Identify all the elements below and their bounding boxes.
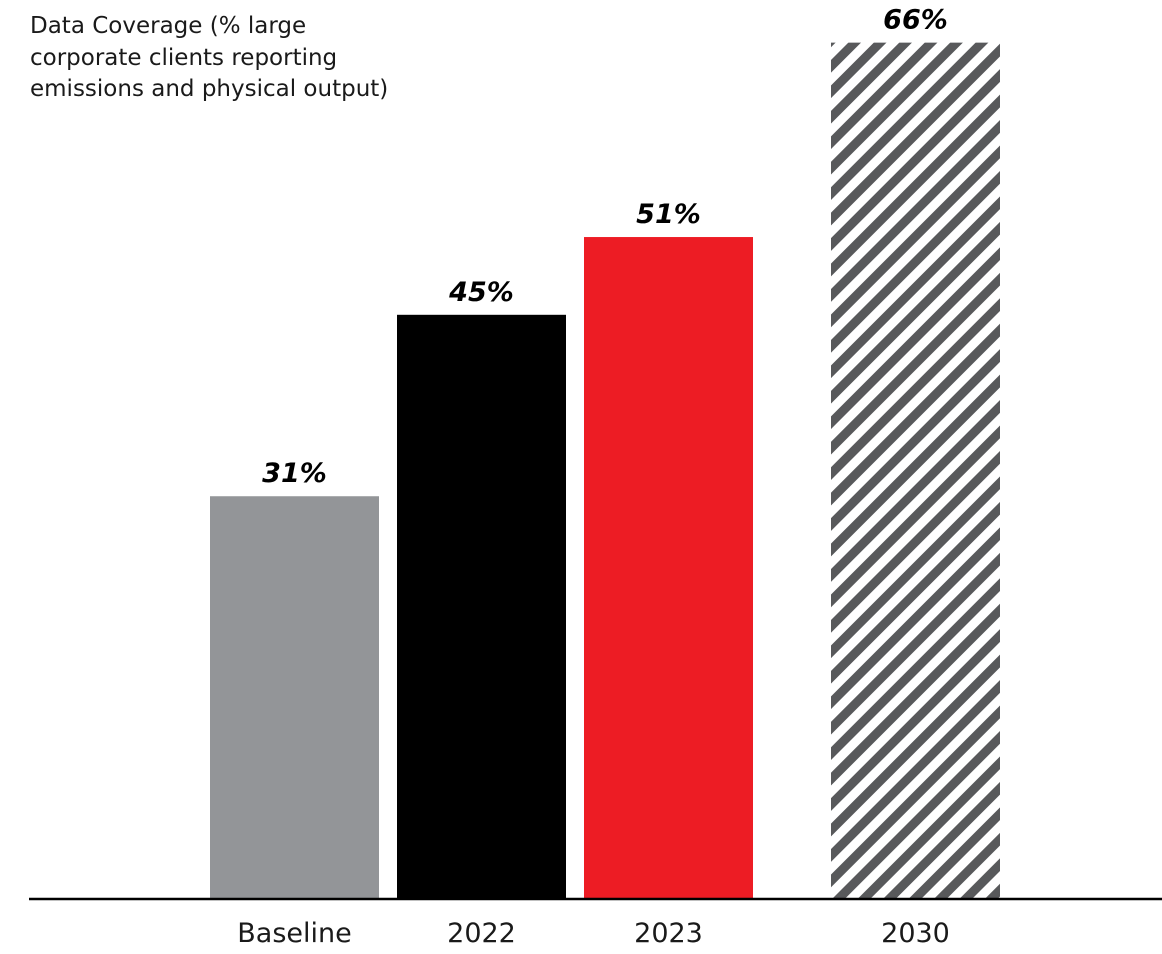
value-label-2023: 51% [636,199,701,230]
bar-2022 [397,314,566,898]
value-label-2022: 45% [448,277,514,308]
value-label-2030: 66% [883,5,948,36]
value-label-baseline: 31% [262,458,327,489]
x-tick-label-2030: 2030 [881,918,950,949]
x-tick-label-baseline: Baseline [237,918,351,949]
y-axis-title: Data Coverage (% large corporate clients… [30,13,389,102]
bars-group [210,42,1000,899]
value-labels-group: 31% 45% 51% 66% [262,5,948,490]
bar-2023 [584,237,753,899]
x-tick-label-2022: 2022 [447,918,516,949]
x-tick-labels-group: Baseline 2022 2023 2030 [237,918,950,949]
bar-2030 [831,42,1000,898]
bar-baseline [210,496,379,898]
x-tick-label-2023: 2023 [634,918,703,949]
